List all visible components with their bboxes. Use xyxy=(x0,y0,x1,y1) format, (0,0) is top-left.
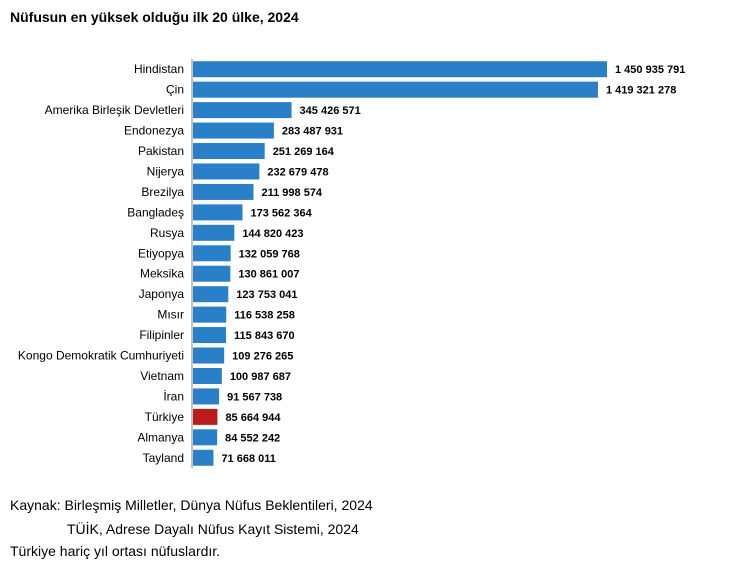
source-note: Kaynak: Birleşmiş Milletler, Dünya Nüfus… xyxy=(10,497,373,513)
value-label: 1 450 935 791 xyxy=(615,64,685,76)
value-label: 85 664 944 xyxy=(225,412,281,424)
value-label: 251 269 164 xyxy=(273,146,335,158)
value-label: 91 567 738 xyxy=(227,391,282,403)
value-label: 211 998 574 xyxy=(261,187,322,199)
source-note-continued: TÜİK, Adrese Dayalı Nüfus Kayıt Sistemi,… xyxy=(67,521,359,537)
bar-chart: Hindistan 1 450 935 791 Çin 1 419 321 278 Am… xyxy=(18,59,685,468)
bar xyxy=(193,245,231,262)
bar xyxy=(193,122,274,139)
value-label: 1 419 321 278 xyxy=(606,85,676,97)
category-label: Pakistan xyxy=(138,144,184,158)
bar xyxy=(193,306,227,323)
bar xyxy=(193,61,607,78)
bar xyxy=(193,163,260,180)
category-label: Nijerya xyxy=(147,164,185,178)
value-label: 144 820 423 xyxy=(242,228,303,240)
category-label: Almanya xyxy=(137,430,184,444)
category-label: Amerika Birleşik Devletleri xyxy=(45,103,184,117)
category-label: İran xyxy=(163,389,184,403)
chart-title: Nüfusun en yüksek olduğu ilk 20 ülke, 20… xyxy=(10,9,299,25)
bar xyxy=(193,286,229,303)
bar xyxy=(193,102,292,119)
bar xyxy=(193,143,265,160)
category-label: Çin xyxy=(166,83,184,97)
category-label: Kongo Demokratik Cumhuriyeti xyxy=(18,349,184,363)
bar xyxy=(193,429,218,446)
category-label: Endonezya xyxy=(124,124,184,138)
value-label: 115 843 670 xyxy=(234,330,295,342)
category-label: Filipinler xyxy=(139,328,184,342)
category-label: Türkiye xyxy=(145,410,185,424)
value-label: 232 679 478 xyxy=(267,166,328,178)
value-label: 100 987 687 xyxy=(230,371,291,383)
bar xyxy=(193,449,214,466)
bar xyxy=(193,81,598,98)
bar xyxy=(193,327,227,344)
category-label: Tayland xyxy=(143,451,184,465)
value-label: 84 552 242 xyxy=(225,432,280,444)
value-label: 71 668 011 xyxy=(221,453,275,465)
category-label: Bangladeş xyxy=(127,205,184,219)
category-label: Meksika xyxy=(140,267,184,281)
bar xyxy=(193,347,225,364)
value-label: 116 538 258 xyxy=(234,310,295,322)
bar xyxy=(193,388,220,405)
category-label: Hindistan xyxy=(134,62,184,76)
category-label: Japonya xyxy=(139,287,185,301)
bars-layer: Hindistan 1 450 935 791 Çin 1 419 321 278 Am… xyxy=(18,61,685,466)
value-label: 283 487 931 xyxy=(282,126,343,138)
category-label: Etiyopya xyxy=(138,246,184,260)
category-label: Mısır xyxy=(157,308,184,322)
bar xyxy=(193,224,235,241)
value-label: 173 562 364 xyxy=(251,207,313,219)
footnote: Türkiye hariç yıl ortası nüfuslardır. xyxy=(10,543,221,559)
bar xyxy=(193,367,222,384)
category-label: Rusya xyxy=(150,226,184,240)
value-label: 130 861 007 xyxy=(238,269,299,281)
bar xyxy=(193,183,254,200)
value-label: 109 276 265 xyxy=(232,351,293,363)
value-label: 123 753 041 xyxy=(236,289,297,301)
value-label: 345 426 571 xyxy=(300,105,361,117)
bar xyxy=(193,204,243,221)
category-label: Brezilya xyxy=(141,185,184,199)
value-label: 132 059 768 xyxy=(239,248,300,260)
category-label: Vietnam xyxy=(140,369,184,383)
bar xyxy=(193,265,231,282)
bar xyxy=(193,408,218,425)
